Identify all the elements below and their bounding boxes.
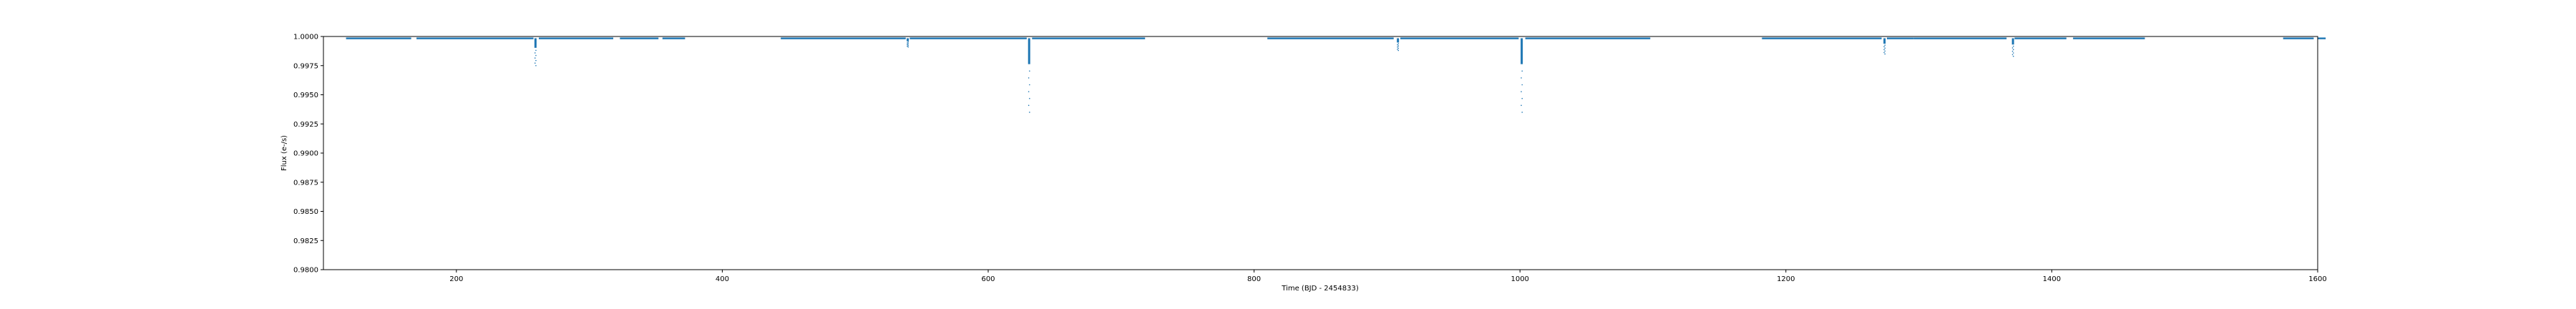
data-point-band [1913,37,2007,39]
data-point [534,52,536,54]
data-point [1397,49,1398,50]
data-point [1521,97,1523,99]
data-point [535,64,537,67]
data-point [1521,104,1522,107]
data-point [1884,53,1886,55]
data-point [907,44,909,46]
data-point [1397,45,1400,47]
data-point [2012,55,2014,57]
x-tick-label: 600 [981,275,995,283]
x-tick-label: 200 [449,275,463,283]
data-point [1028,77,1030,79]
data-point [1521,91,1522,92]
data-point [907,46,909,48]
data-point [1521,112,1523,113]
data-point [907,45,908,47]
data-point [2011,47,2014,49]
data-point-band [346,37,411,39]
data-point [1397,49,1400,52]
data-point-band [909,37,1027,39]
data-point [535,59,537,62]
x-tick-label: 1600 [2308,275,2326,283]
y-tick-label: 0.9825 [293,237,318,245]
data-point [1028,91,1030,92]
data-point [1397,43,1400,44]
data-point [535,54,537,57]
y-tick-label: 0.9850 [293,208,318,216]
data-point [1029,70,1030,72]
x-axis-label: Time (BJD - 2454833) [1281,285,1359,293]
y-axis: 0.9800 0.9825 0.9850 0.9875 0.9900 0.9925 0.99… [293,34,323,275]
transit-dip [1397,38,1400,43]
data-point [1397,46,1398,48]
transit-dip [907,38,909,41]
data-point-band [1267,37,1394,39]
data-point [1883,52,1885,54]
data-point-band [2014,37,2067,39]
data-point [1521,70,1523,72]
data-point-band [662,37,686,39]
data-point-band [2073,37,2145,39]
data-point-band [1525,37,1651,39]
data-points [346,37,2326,113]
data-point [2012,52,2014,54]
transit-dip [1883,38,1886,44]
transit-dip [2011,38,2014,45]
data-point-band [1762,37,1882,39]
data-point [1884,44,1886,46]
x-tick-label: 1200 [1777,275,1795,283]
transit-dip [534,38,537,48]
data-point [907,42,908,44]
y-tick-label: 1.0000 [293,34,318,41]
data-point [534,62,536,64]
plot-background [323,36,2318,270]
data-point [1029,97,1030,99]
transit-dip [1521,38,1523,64]
data-point [1884,47,1886,49]
x-tick-label: 400 [716,275,729,283]
transit-dip [1028,38,1030,64]
data-point [1028,104,1030,107]
data-point-band [781,37,906,39]
data-point [1521,77,1522,79]
y-tick-label: 0.9975 [293,62,318,70]
x-tick-label: 1000 [1511,275,1528,283]
x-tick-label: 800 [1247,275,1261,283]
data-point [1521,84,1523,86]
data-point-band [1400,37,1519,39]
data-point [535,49,537,52]
x-tick-label: 1400 [2043,275,2061,283]
data-point [907,41,909,43]
data-point [907,43,909,44]
data-point-band [538,37,614,39]
data-point [534,57,536,59]
data-point [1397,47,1400,49]
data-point [1029,84,1030,86]
y-tick-label: 0.9800 [293,267,318,275]
y-tick-label: 0.9950 [293,92,318,99]
data-point-band [620,37,659,39]
data-point [1029,112,1030,113]
data-point [1397,44,1398,46]
data-point-band [2283,37,2314,39]
data-point [2012,49,2014,51]
data-point [907,44,908,46]
data-point-band [1032,37,1146,39]
y-axis-label: Flux (e-/s) [280,135,288,171]
data-point-band [2318,37,2326,39]
data-point [2011,54,2014,56]
data-point-band [416,37,534,39]
y-tick-label: 0.9900 [293,150,318,158]
data-point [2012,45,2014,47]
data-point [1883,49,1885,51]
data-point [2011,50,2014,52]
x-axis: 200 400 600 800 1000 1200 1400 1600 [449,270,2327,283]
y-tick-label: 0.9925 [293,121,318,129]
data-point [1883,46,1885,48]
data-point [1884,50,1886,52]
data-point-band [1887,37,1914,39]
y-tick-label: 0.9875 [293,179,318,187]
